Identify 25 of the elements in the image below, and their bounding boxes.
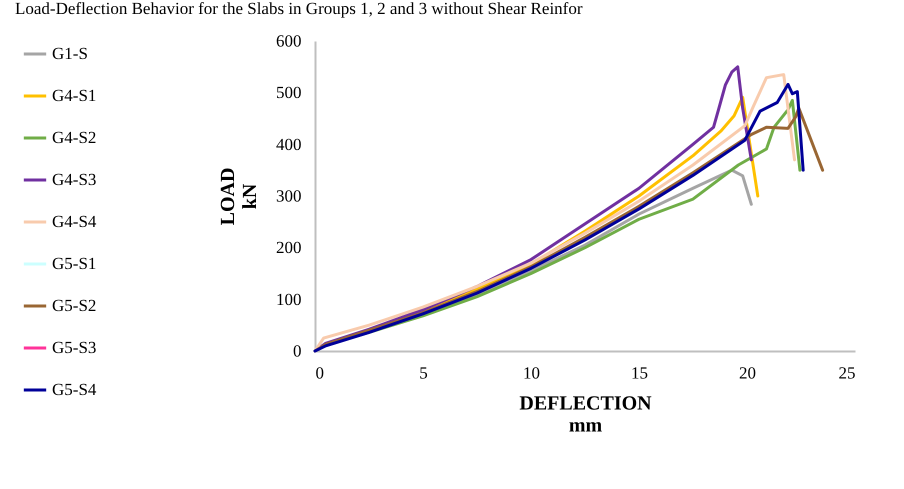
y-tick-label: 400: [276, 134, 302, 154]
y-tick-label: 600: [276, 32, 302, 50]
y-tick-label: 0: [293, 342, 302, 360]
x-tick-label: 5: [419, 364, 428, 382]
legend-label: G4-S1: [52, 86, 96, 105]
x-tick-label: 20: [739, 364, 756, 382]
legend-label: G1-S: [52, 44, 88, 63]
x-tick-label: 0: [316, 364, 324, 382]
legend-label: G4-S4: [52, 212, 97, 231]
y-tick-label: 300: [276, 186, 302, 206]
legend-label: G5-S1: [52, 254, 96, 273]
y-tick-label: 200: [276, 238, 302, 258]
y-tick-label: 500: [276, 83, 302, 102]
x-tick-label: 25: [838, 364, 856, 382]
legend-label: G5-S2: [52, 296, 96, 315]
x-tick-label: 10: [523, 364, 540, 382]
legend-label: G5-S4: [52, 380, 97, 399]
legend-label: G4-S3: [52, 170, 96, 189]
y-tick-label: 100: [276, 290, 302, 309]
x-axis-title: DEFLECTION mm: [519, 392, 652, 436]
x-tick-label: 15: [631, 364, 648, 382]
y-axis-title: LOAD kN: [217, 168, 261, 226]
chart-title: Load-Deflection Behavior for the Slabs in Groups 1, 2 and 3 without Shear Reinfor: [15, 0, 583, 18]
legend-label: G5-S3: [52, 338, 96, 357]
legend-label: G4-S2: [52, 128, 96, 147]
